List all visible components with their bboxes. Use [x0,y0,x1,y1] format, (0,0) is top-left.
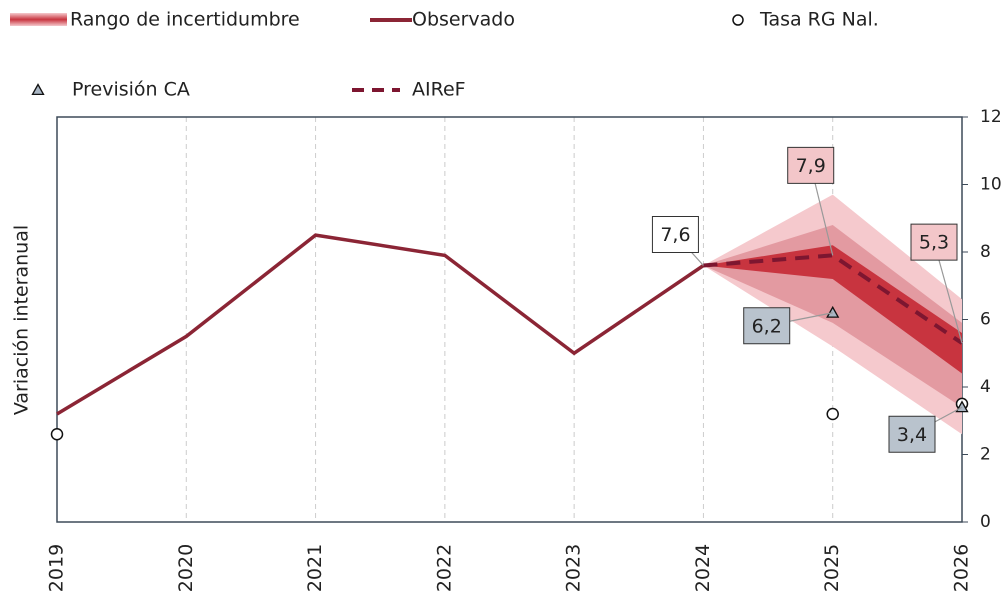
x-tick-label: 2026 [951,544,973,592]
value-label-box [888,415,936,453]
value-label-box [787,146,835,184]
y-tick-label: 10 [980,175,1002,195]
x-tick-label: 2020 [175,544,197,592]
value-label-box [743,307,791,345]
x-tick-label: 2021 [304,544,326,592]
point-triangle [826,305,840,318]
x-tick-label: 2025 [821,544,843,592]
x-tick-label: 2022 [433,544,455,592]
legend-label: AIReF [412,79,466,101]
y-tick-label: 0 [980,512,991,532]
y-tick-label: 4 [980,377,991,397]
legend-swatch [10,13,67,26]
y-tick-label: 6 [980,310,991,330]
legend-swatch [732,14,744,26]
series-dashed-line [703,253,964,345]
legend-swatch [31,83,45,96]
uncertainty-band [703,245,962,374]
value-label-box [910,223,958,261]
y-axis-label: Variación interanual [11,225,33,415]
point-circle [50,428,64,441]
y-tick-label: 2 [980,445,991,465]
x-tick-label: 2023 [563,544,585,592]
y-tick-label: 8 [980,242,991,262]
y-tick-label: 12 [980,107,1002,127]
value-label: 7,9 [796,155,826,177]
legend-label: Rango de incertidumbre [70,9,300,31]
value-label: 7,6 [660,224,690,246]
point-circle [826,407,839,421]
value-label: 5,3 [919,232,949,254]
value-label: 6,2 [752,315,782,337]
x-tick-label: 2019 [46,544,68,592]
value-label-box [651,216,699,253]
legend-label: Tasa RG Nal. [759,9,879,31]
x-tick-label: 2024 [692,544,714,592]
value-label: 3,4 [897,424,927,446]
legend-label: Previsión CA [72,79,190,101]
series-line [56,233,705,416]
legend-label: Observado [412,9,515,31]
